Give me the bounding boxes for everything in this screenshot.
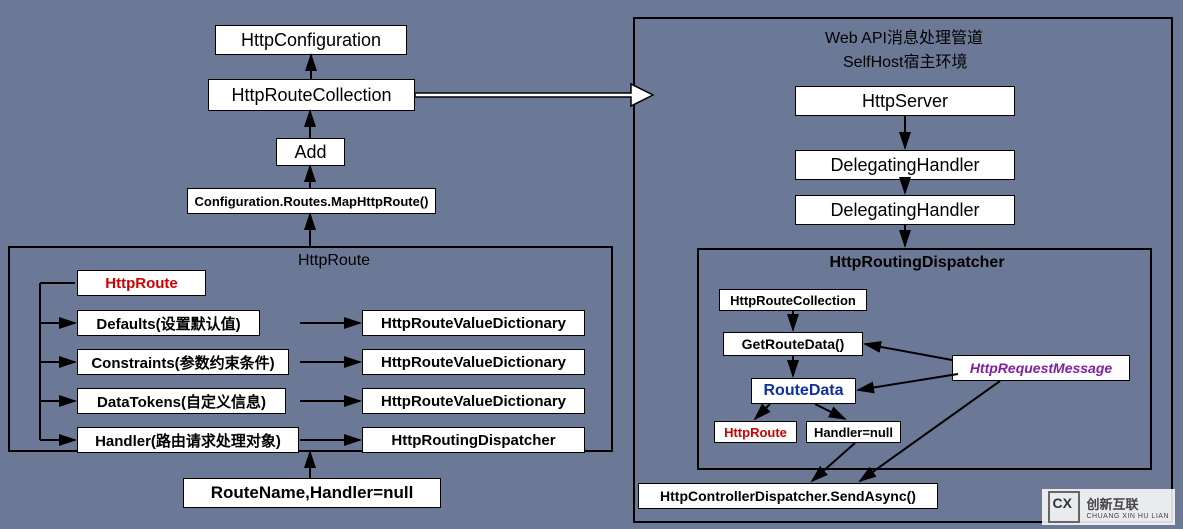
pipeline-container-title1: Web API消息处理管道 xyxy=(825,24,983,48)
node-handler-null: Handler=null xyxy=(806,421,901,443)
node-defaults: Defaults(设置默认值) xyxy=(77,310,260,336)
node-handler: Handler(路由请求处理对象) xyxy=(77,427,299,453)
node-http-route-collection-2: HttpRouteCollection xyxy=(719,289,867,311)
node-add: Add xyxy=(276,138,345,166)
watermark-logo-icon xyxy=(1048,491,1080,523)
node-delegating-handler-2: DelegatingHandler xyxy=(795,195,1015,225)
node-constraints: Constraints(参数约束条件) xyxy=(77,349,289,375)
watermark: 创新互联 CHUANG XIN HU LIAN xyxy=(1042,489,1175,525)
node-http-configuration: HttpConfiguration xyxy=(215,25,407,55)
node-http-routing-dispatcher: HttpRoutingDispatcher xyxy=(362,427,585,453)
node-datatokens: DataTokens(自定义信息) xyxy=(77,388,286,414)
node-httproute-prop: HttpRoute xyxy=(77,270,206,296)
watermark-text-1: 创新互联 xyxy=(1086,494,1169,513)
node-route-name-handler: RouteName,Handler=null xyxy=(183,478,441,508)
node-hrvd-1: HttpRouteValueDictionary xyxy=(362,310,585,336)
dispatcher-container-title: HttpRoutingDispatcher xyxy=(762,254,1072,272)
node-hrvd-3: HttpRouteValueDictionary xyxy=(362,388,585,414)
node-controller-dispatcher: HttpControllerDispatcher.SendAsync() xyxy=(638,483,938,509)
node-http-server: HttpServer xyxy=(795,86,1015,116)
watermark-text-2: CHUANG XIN HU LIAN xyxy=(1086,513,1169,520)
node-hrvd-2: HttpRouteValueDictionary xyxy=(362,349,585,375)
pipeline-container-title2: SelfHost宿主环境 xyxy=(843,48,967,72)
node-get-route-data: GetRouteData() xyxy=(723,332,863,356)
node-http-request-message: HttpRequestMessage xyxy=(952,355,1130,381)
node-http-route-collection: HttpRouteCollection xyxy=(208,79,415,111)
httproute-container-title: HttpRoute xyxy=(298,252,370,270)
node-map-http-route: Configuration.Routes.MapHttpRoute() xyxy=(187,188,436,214)
node-delegating-handler-1: DelegatingHandler xyxy=(795,150,1015,180)
node-route-data: RouteData xyxy=(751,378,856,404)
node-http-route-2: HttpRoute xyxy=(714,421,797,443)
